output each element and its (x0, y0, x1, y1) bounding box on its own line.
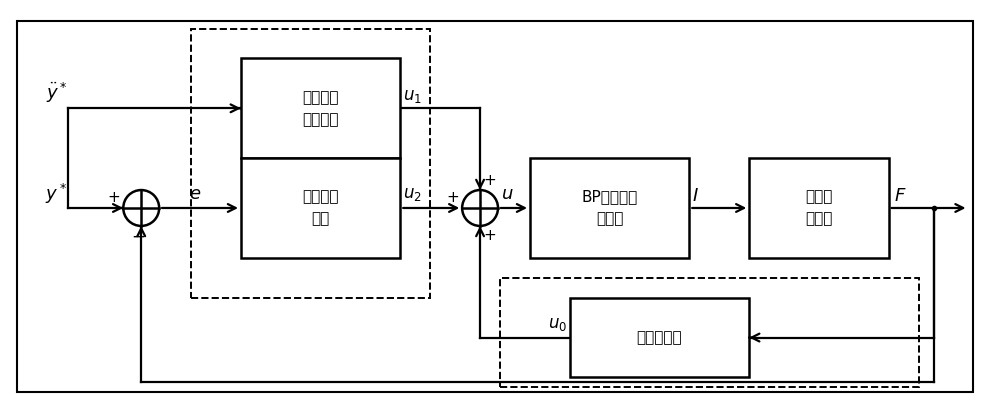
Text: +: + (446, 190, 459, 205)
Bar (191, 29, 430, 298)
Text: BP神经网络: BP神经网络 (582, 190, 638, 204)
Text: $\ddot{y}^*$: $\ddot{y}^*$ (46, 81, 67, 105)
Text: $I$: $I$ (692, 187, 699, 205)
Text: 误差反馈: 误差反馈 (302, 190, 339, 204)
Text: −: − (131, 228, 145, 246)
Circle shape (123, 190, 159, 226)
Text: $u_0$: $u_0$ (548, 315, 567, 333)
Bar (530, 158, 689, 258)
Text: $y^*$: $y^*$ (45, 182, 68, 206)
Bar (570, 298, 749, 377)
Text: 前馈控制: 前馈控制 (302, 112, 339, 127)
Circle shape (462, 190, 498, 226)
Text: $e$: $e$ (189, 185, 201, 203)
Text: +: + (108, 190, 120, 205)
Text: 控制: 控制 (311, 211, 330, 226)
Text: $u_1$: $u_1$ (403, 87, 422, 105)
Text: $u$: $u$ (501, 185, 514, 203)
Text: 类稳态控制: 类稳态控制 (637, 330, 682, 345)
Text: 逆模型: 逆模型 (596, 211, 623, 226)
Text: 阻尼器: 阻尼器 (805, 211, 833, 226)
Text: 磁流变: 磁流变 (805, 190, 833, 204)
Bar (500, 278, 919, 387)
Text: +: + (483, 228, 496, 243)
Text: $u_2$: $u_2$ (403, 185, 422, 203)
Text: $F$: $F$ (894, 187, 906, 205)
Bar (749, 158, 889, 258)
Bar (241, 158, 400, 258)
Text: +: + (483, 173, 496, 188)
Text: 参考动态: 参考动态 (302, 90, 339, 105)
Bar (241, 58, 400, 158)
